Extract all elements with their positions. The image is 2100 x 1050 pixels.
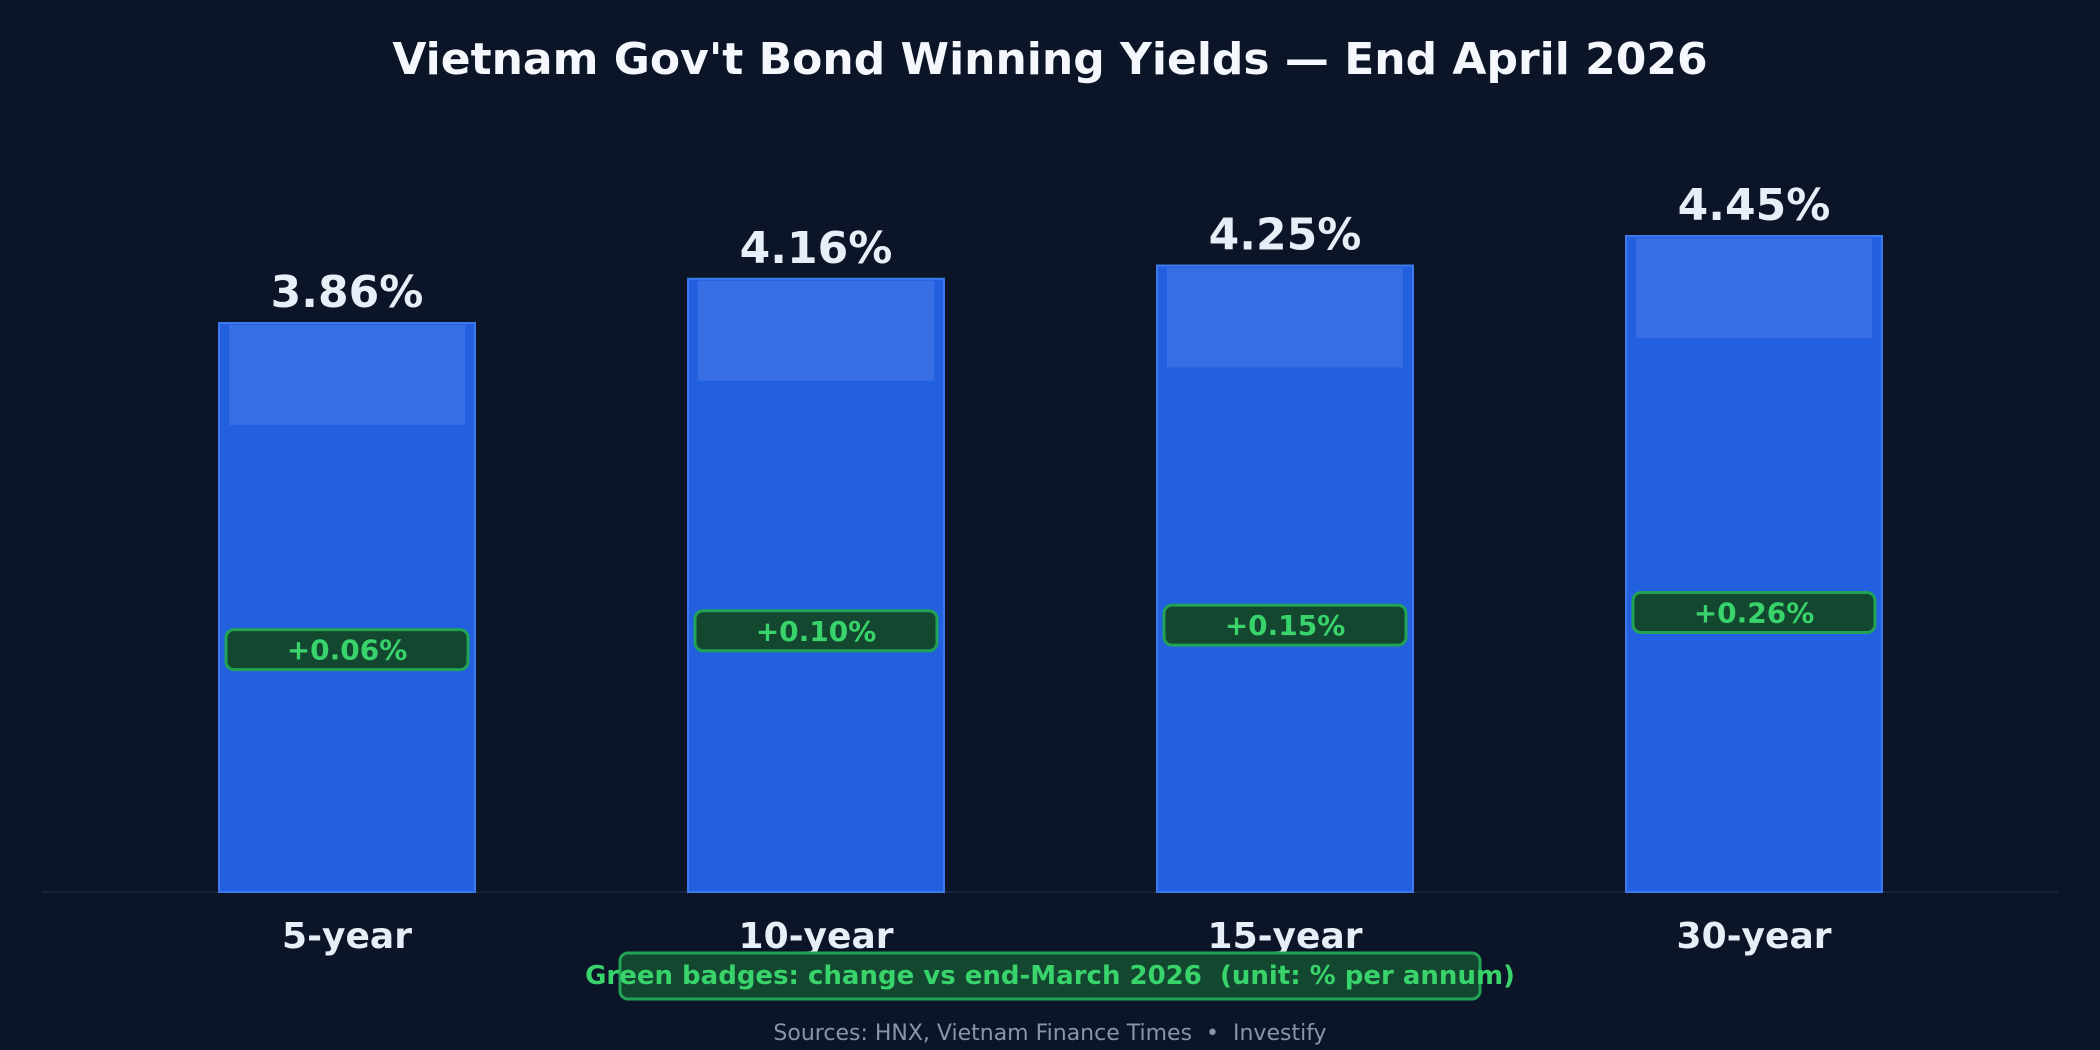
legend-note-text: Green badges: change vs end-March 2026 (… [585, 961, 1515, 991]
bar-highlight-10-year [698, 280, 934, 381]
category-label-10-year: 10-year [739, 916, 894, 957]
category-label-30-year: 30-year [1677, 916, 1832, 957]
value-label-15-year: 4.25% [1209, 209, 1362, 260]
change-badge-5-year [224, 628, 470, 672]
bar-10-year [687, 277, 945, 893]
bar-highlight-15-year [1167, 267, 1403, 368]
bar-30-year [1625, 235, 1883, 893]
source-credit: Sources: HNX, Vietnam Finance Times • In… [773, 1021, 1326, 1046]
change-badge-30-year [1631, 591, 1877, 635]
value-label-5-year: 3.86% [271, 267, 424, 318]
category-label-15-year: 15-year [1208, 916, 1363, 957]
change-badge-text-10-year: +0.10% [756, 615, 877, 648]
bar-highlight-30-year [1636, 238, 1872, 338]
category-label-5-year: 5-year [282, 916, 412, 957]
change-badge-text-30-year: +0.26% [1694, 597, 1815, 630]
value-label-30-year: 4.45% [1678, 180, 1831, 231]
labels-layer: 3.86% +0.06% 5-year 4.16% +0.10% 10-year 4.25%… [224, 180, 1877, 957]
value-label-10-year: 4.16% [740, 223, 893, 274]
bar-highlight-5-year [229, 324, 465, 425]
change-badge-10-year [693, 609, 939, 653]
change-badge-text-5-year: +0.06% [287, 634, 408, 667]
note-layer: Green badges: change vs end-March 2026 (… [585, 951, 1515, 1001]
change-badge-15-year [1162, 603, 1408, 647]
bar-15-year [1156, 264, 1414, 893]
change-badge-text-15-year: +0.15% [1225, 609, 1346, 642]
bars-layer [42, 235, 2058, 893]
chart-title: Vietnam Gov't Bond Winning Yields — End … [392, 34, 1707, 85]
legend-note-badge [618, 951, 1482, 1001]
